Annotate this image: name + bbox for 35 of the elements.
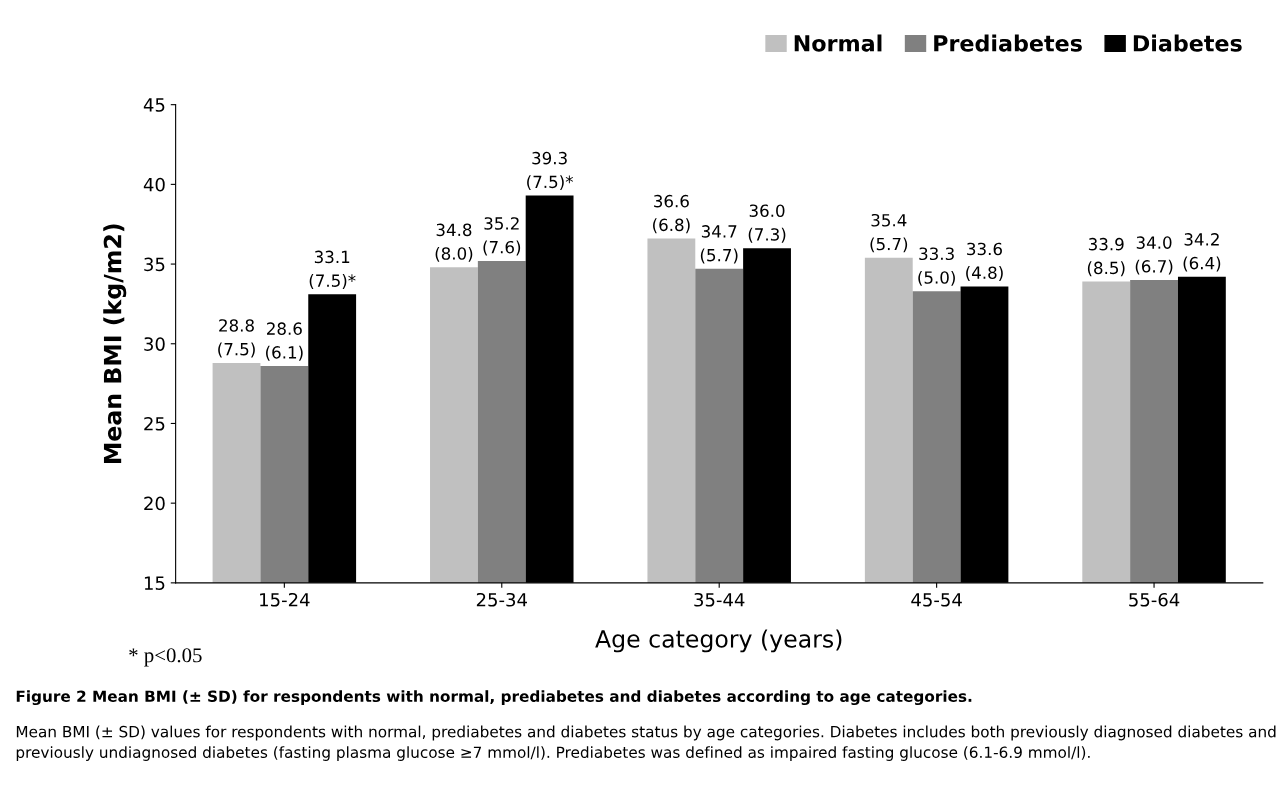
text: Mean BMI (± SD) values for respondents with normal, prediabetes and diabetes status by age categories. Diabetes includes both previously diagnosed diabetes and previously undiagnosed diabetes (fasting plasma glucose ≥7 mmol/l). Prediabetes was defined as impaired fasting glucose (6.1-6.9 mmol/l). — [16, 725, 1276, 761]
x-tick-label: 15-24 — [260, 592, 310, 607]
data-label: 34.8 (8.0) — [435, 223, 473, 262]
data-label: 34.2 (6.4) — [1183, 233, 1221, 272]
x-tick-label: 25-34 — [476, 592, 527, 607]
x-tick-label: 35-44 — [694, 592, 745, 607]
y-axis-title: Mean BMI (kg/m2) — [103, 224, 127, 463]
x-tick-label: 55-64 — [1129, 592, 1180, 607]
data-label: 33.6 (4.8) — [966, 242, 1003, 281]
y-tick-label: 35 — [144, 257, 165, 272]
data-label: 36.0 (7.3) — [748, 204, 786, 243]
y-tick-label: 20 — [144, 496, 165, 511]
data-label: 34.0 (6.7) — [1135, 236, 1173, 275]
data-label: 28.6 (6.1) — [266, 322, 303, 361]
x-tick-label: 45-54 — [911, 593, 962, 607]
y-tick-label: 30 — [144, 337, 165, 351]
data-label: 39.3 (7.5)* — [527, 151, 574, 191]
legend-label: Prediabetes — [934, 34, 1082, 52]
text: * p<0.05 — [129, 648, 202, 667]
text: Figure 2 Mean BMI (± SD) for respondents with normal, prediabetes and diabetes according to age categories. — [16, 690, 972, 706]
y-tick-label: 15 — [144, 576, 165, 590]
y-tick-label: 45 — [143, 98, 165, 112]
data-label: 33.3 (5.0) — [918, 247, 955, 286]
data-label: 28.8 (7.5) — [218, 319, 255, 358]
x-axis-title: Age category (years) — [595, 629, 842, 653]
data-label: 35.4 (5.7) — [870, 213, 908, 253]
y-tick-label: 40 — [143, 177, 165, 192]
legend-label: Diabetes — [1133, 34, 1242, 52]
data-label: 33.1 (7.5)* — [309, 250, 356, 289]
data-label: 33.9 (8.5) — [1087, 237, 1125, 277]
legend-label: Normal — [794, 34, 882, 52]
data-label: 36.6 (6.8) — [653, 194, 690, 234]
y-tick-label: 25 — [144, 416, 165, 431]
data-label: 34.7 (5.7) — [700, 225, 738, 264]
data-label: 35.2 (7.6) — [483, 217, 521, 256]
